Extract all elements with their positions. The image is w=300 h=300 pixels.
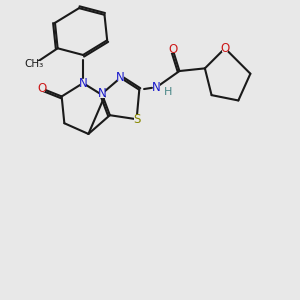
Bar xyxy=(27,61,40,68)
Bar xyxy=(165,88,171,96)
Text: H: H xyxy=(164,87,172,97)
Bar xyxy=(38,85,45,92)
Bar xyxy=(134,116,140,123)
Text: N: N xyxy=(98,87,106,100)
Bar xyxy=(118,74,124,82)
Bar xyxy=(99,90,105,98)
Text: N: N xyxy=(152,81,161,94)
Text: O: O xyxy=(37,82,46,95)
Bar xyxy=(222,44,228,52)
Bar xyxy=(80,79,86,87)
Text: O: O xyxy=(220,42,230,55)
Text: N: N xyxy=(79,76,88,90)
Text: S: S xyxy=(133,113,140,126)
Bar xyxy=(154,83,160,91)
Text: CH₃: CH₃ xyxy=(24,59,43,69)
Bar xyxy=(170,46,176,53)
Text: O: O xyxy=(168,43,177,56)
Text: N: N xyxy=(116,71,125,84)
